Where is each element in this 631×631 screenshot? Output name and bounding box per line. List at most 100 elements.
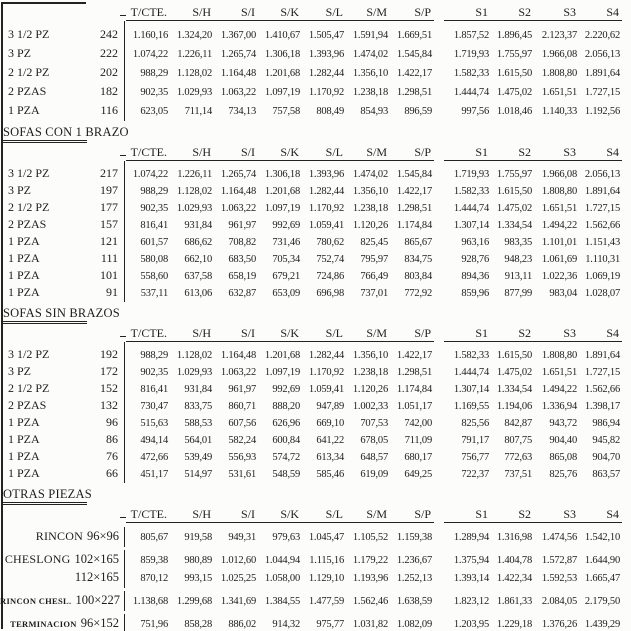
price-cell: 1.238,18 [352, 87, 388, 98]
price-cell: 1.306,18 [264, 49, 300, 60]
piece-count: 172 [100, 364, 118, 378]
table-row: 1 PZA 111 580,08 662,10 683,50 705,34 752,74… [0, 250, 631, 267]
section-title-double-underline [3, 502, 87, 505]
price-cell: 472,66 [140, 452, 168, 463]
row-label: 3 1/2 PZ [8, 27, 50, 41]
price-cell: 888,20 [272, 401, 300, 412]
price-cell: 825,45 [360, 237, 388, 248]
row-separator-cell [124, 550, 126, 570]
price-cell: 807,75 [504, 435, 532, 446]
price-cell: 1.477,59 [308, 596, 344, 607]
price-cell: 1.582,33 [453, 186, 489, 197]
piece-name: CHESLONG [4, 552, 71, 566]
price-cell: 2.056,13 [584, 169, 620, 180]
price-cell: 1.063,22 [220, 87, 256, 98]
price-cell: 658,19 [228, 271, 256, 282]
price-cell: 803,84 [404, 271, 432, 282]
price-cell: 1.164,48 [220, 186, 256, 197]
price-cell: 1.398,17 [584, 401, 620, 412]
price-cell: 1.582,33 [453, 350, 489, 361]
price-cell: 1.028,07 [584, 288, 620, 299]
price-cell: 1.727,15 [584, 203, 620, 214]
price-cell: 983,35 [504, 237, 532, 248]
price-cell: 653,09 [272, 288, 300, 299]
piece-count: 96 [106, 415, 118, 429]
price-cell: 574,72 [272, 452, 300, 463]
price-cell: 902,35 [140, 203, 168, 214]
price-cell: 632,87 [228, 288, 256, 299]
price-cell: 613,06 [184, 288, 212, 299]
price-cell: 904,40 [549, 435, 577, 446]
price-cell: 997,56 [461, 106, 489, 117]
price-cell: 1.012,60 [220, 555, 256, 566]
price-cell: 1.474,02 [352, 49, 388, 60]
price-cell: 772,92 [404, 288, 432, 299]
column-header: S4 [579, 5, 622, 21]
price-cell: 902,35 [140, 87, 168, 98]
price-cell: 1.341,69 [220, 596, 256, 607]
price-cell: 623,05 [140, 106, 168, 117]
header-row: T/CTE. S/H S/I S/K S/L S/M S/P S1 S2 S3 … [0, 145, 631, 161]
price-cell: 1.082,09 [396, 619, 432, 630]
sections-container: T/CTE. S/H S/I S/K S/L S/M S/P S1 S2 S3 … [0, 5, 631, 631]
price-cell: 1.058,00 [264, 573, 300, 584]
price-cell: 983,04 [549, 288, 577, 299]
table-row: 3 1/2 PZ 217 1.074,22 1.226,11 1.265,74 1.3… [0, 165, 631, 182]
price-cell: 919,58 [184, 532, 212, 543]
price-cell: 988,29 [140, 68, 168, 79]
row-label: 2 PZAS [8, 84, 47, 98]
price-cell: 724,86 [316, 271, 344, 282]
column-header: S/P [390, 507, 434, 523]
price-cell: 1.966,08 [541, 169, 577, 180]
price-cell: 1.074,22 [132, 169, 168, 180]
price-cell: 582,24 [228, 435, 256, 446]
price-cell: 2.056,13 [584, 49, 620, 60]
section: T/CTE. S/H S/I S/K S/L S/M S/P S1 S2 S3 … [0, 5, 631, 123]
table-row: 2 PZAS 132 730,47 833,75 860,71 888,20 947,8… [0, 397, 631, 414]
price-cell: 708,82 [228, 237, 256, 248]
table-row: 112×165 870,12 993,15 1.025,25 1.058,00 1.12… [0, 568, 631, 588]
table-row: 1 PZA 121 601,57 686,62 708,82 731,46 780,62… [0, 233, 631, 250]
section-title: SOFAS CON 1 BRAZO [3, 125, 129, 139]
price-cell: 1.727,15 [584, 87, 620, 98]
table-row: 3 1/2 PZ 242 1.160,16 1.324,20 1.367,00 1.4… [0, 25, 631, 44]
price-cell: 1.719,93 [453, 49, 489, 60]
section-heading: OTRAS PIEZAS [3, 488, 631, 505]
column-header: S1 [444, 5, 491, 21]
price-cell: 1.029,93 [176, 367, 212, 378]
price-cell: 980,89 [184, 555, 212, 566]
column-header: S/K [258, 507, 302, 523]
price-cell: 945,82 [592, 435, 620, 446]
price-cell: 662,10 [184, 254, 212, 265]
price-cell: 1.044,94 [264, 555, 300, 566]
price-cell: 626,96 [272, 418, 300, 429]
piece-name: RINCON CHESL. [0, 596, 72, 606]
price-cell: 607,56 [228, 418, 256, 429]
section-title: SOFAS SIN BRAZOS [3, 306, 120, 320]
price-cell: 1.896,45 [496, 30, 532, 41]
column-header: S/P [390, 5, 434, 21]
price-cell: 1.410,67 [264, 30, 300, 41]
price-cell: 1.170,92 [308, 87, 344, 98]
price-cell: 1.002,33 [352, 401, 388, 412]
piece-dimensions: 112×165 [74, 570, 119, 584]
column-header: T/CTE. [126, 507, 170, 523]
price-cell: 1.505,47 [308, 30, 344, 41]
price-cell: 680,17 [404, 452, 432, 463]
price-cell: 1.120,26 [352, 384, 388, 395]
price-cell: 1.169,55 [453, 401, 489, 412]
price-cell: 637,58 [184, 271, 212, 282]
price-cell: 1.404,78 [496, 555, 532, 566]
column-header: S/I [214, 5, 258, 21]
left-border-line [1, 2, 3, 629]
price-cell: 686,62 [184, 237, 212, 248]
column-header: S/L [302, 5, 346, 21]
piece-count: 157 [100, 217, 118, 231]
price-cell: 1.307,14 [453, 220, 489, 231]
piece-dimensions: 96×152 [80, 616, 119, 630]
price-cell: 1.018,46 [496, 106, 532, 117]
table-row: 1 PZA 116 623,05 711,14 734,13 757,58 808,49… [0, 101, 631, 120]
column-header: S/H [170, 145, 214, 161]
price-cell: 1.669,51 [396, 30, 432, 41]
